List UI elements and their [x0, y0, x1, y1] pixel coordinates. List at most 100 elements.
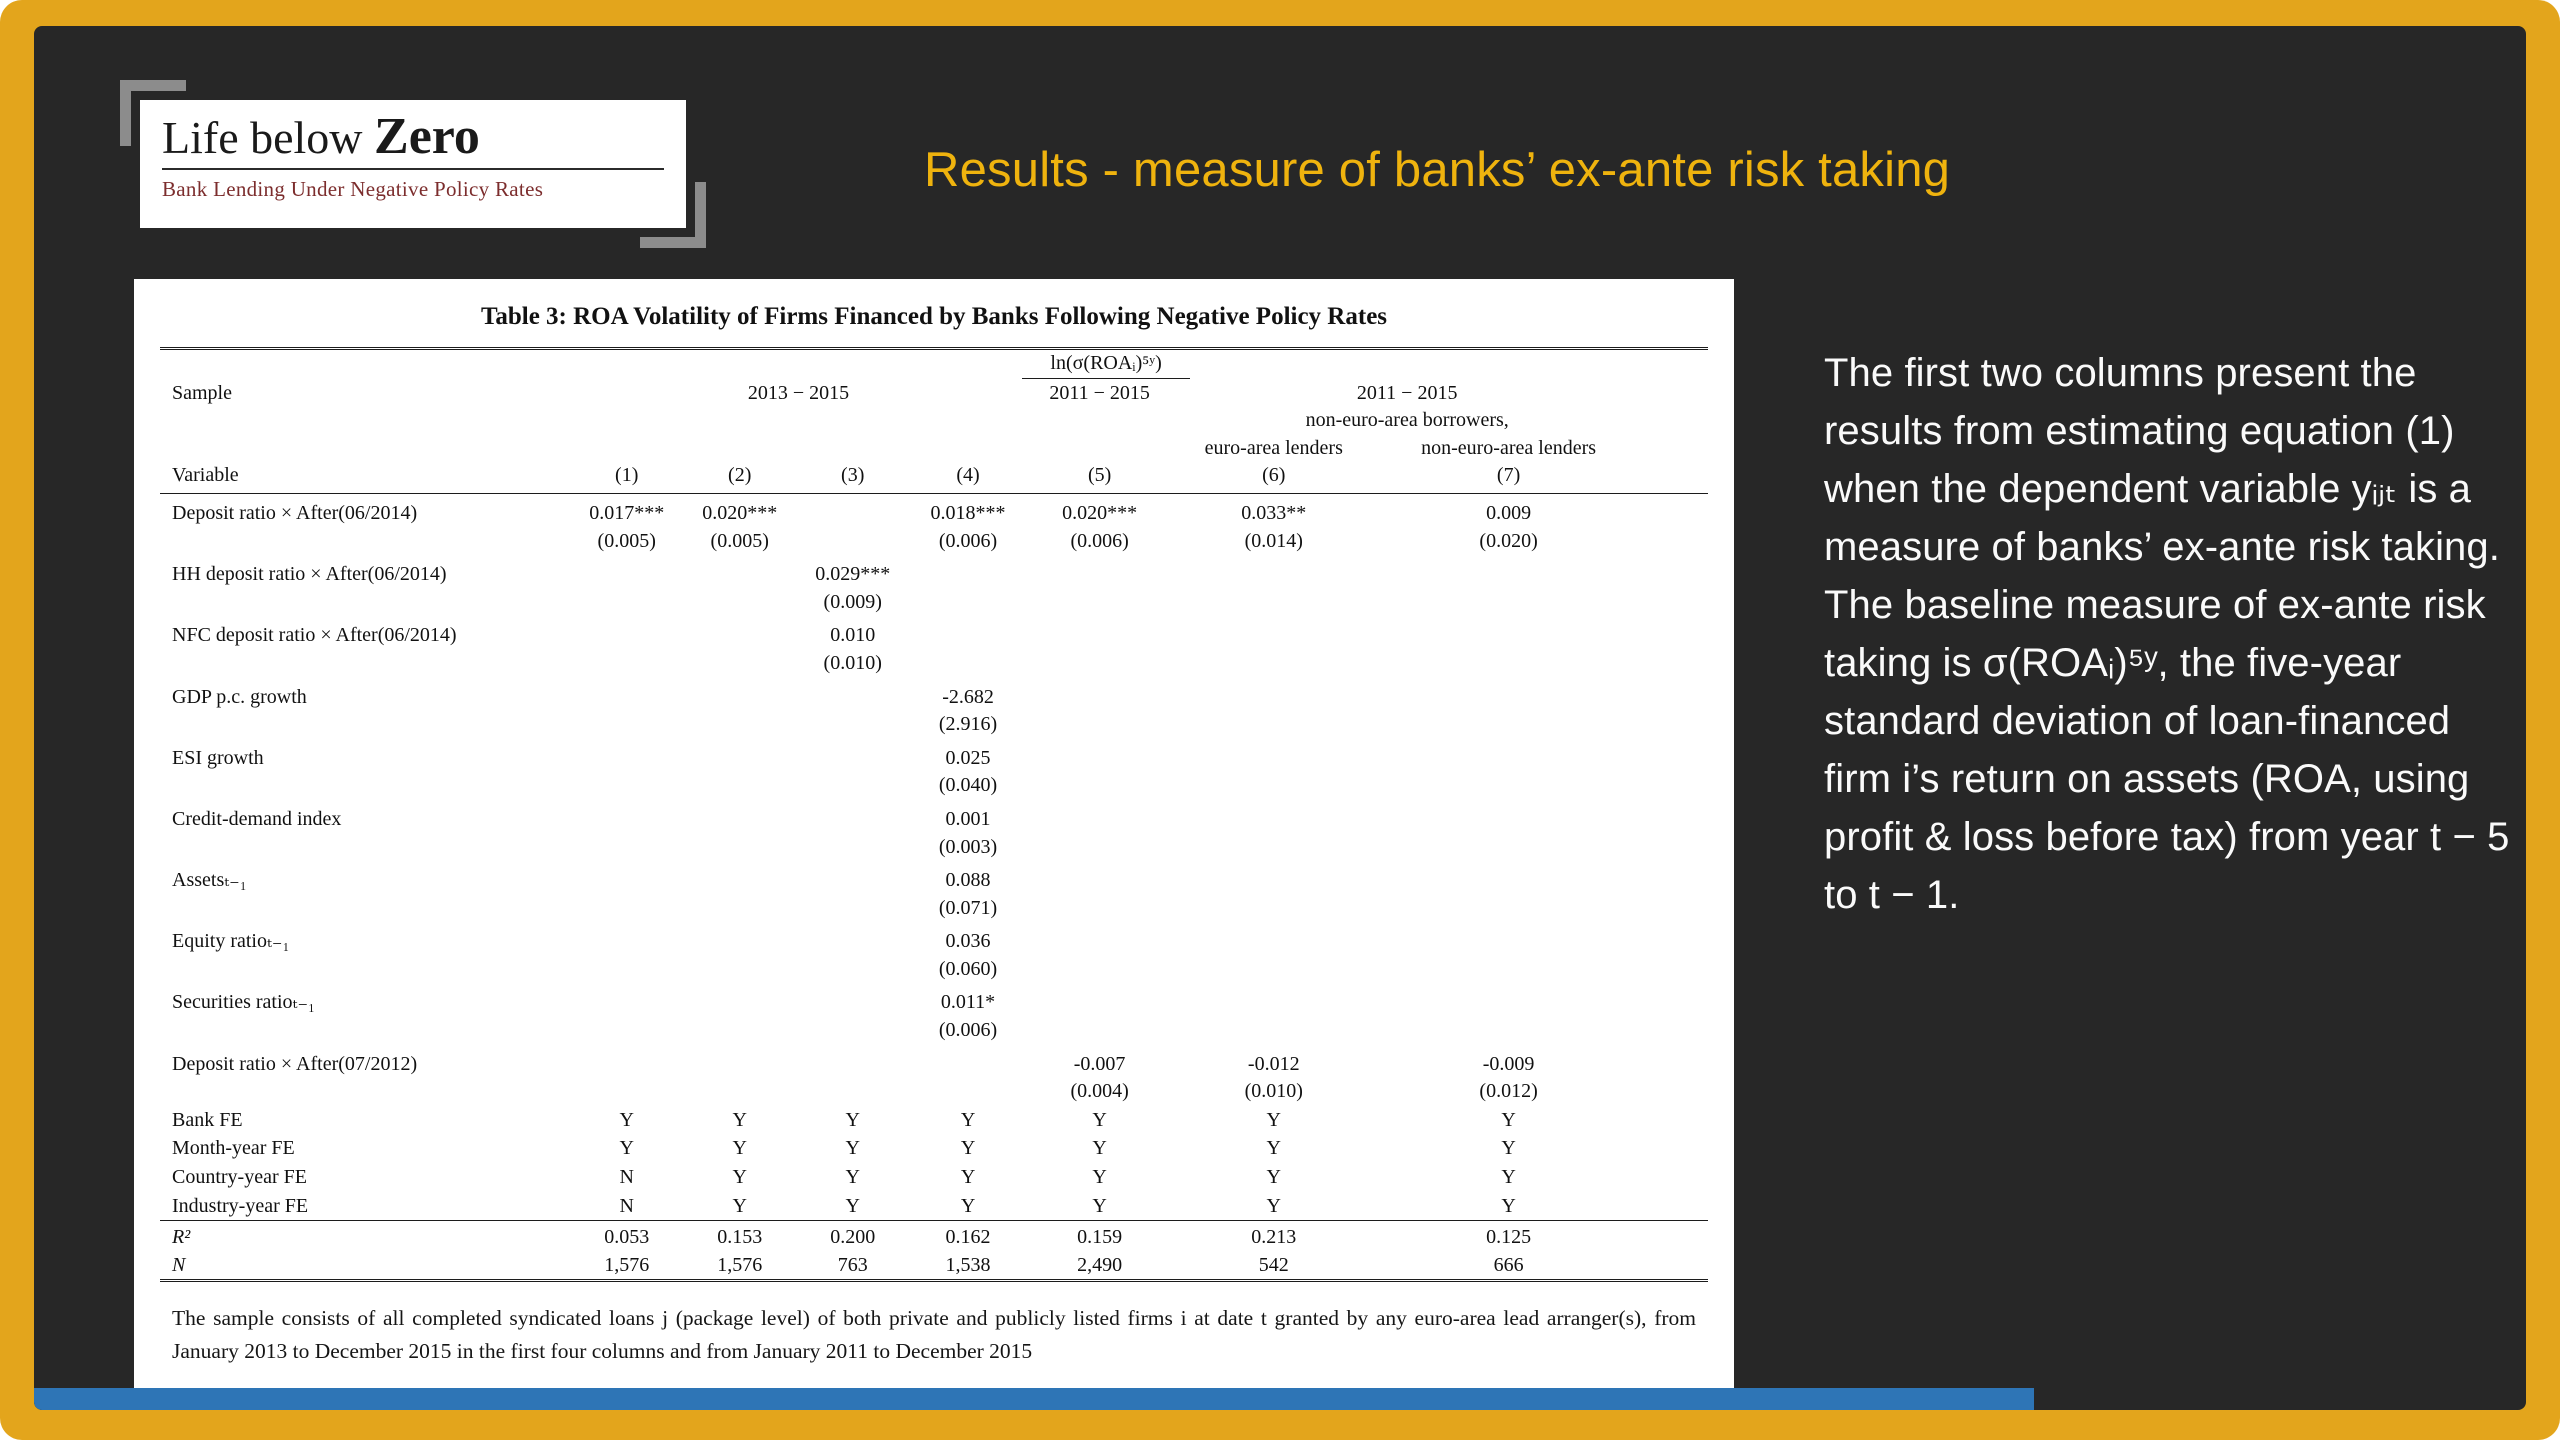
table-cell: (0.010) [823, 651, 882, 674]
table-footnote: The sample consists of all completed syn… [172, 1306, 1696, 1363]
table-cell: 0.011* [940, 991, 996, 1014]
table-cell [1027, 956, 1173, 984]
table-cell [160, 528, 570, 556]
table-cell: 0.010 [830, 624, 876, 647]
table-cell: (0.006) [938, 1019, 998, 1042]
column-numbers-row: Variable (1) (2) (3) (4) (5) (6) (7) [160, 462, 1708, 494]
table-cell: Y [619, 1108, 634, 1131]
table-cell [796, 834, 909, 862]
logo-title-regular: Life below [162, 112, 363, 163]
table-cell [796, 678, 909, 712]
table-cell: Y [845, 1108, 860, 1131]
table-panel: Table 3: ROA Volatility of Firms Finance… [134, 279, 1734, 1393]
table-cell: Month-year FE [172, 1137, 295, 1160]
table-cell [1172, 772, 1375, 800]
table-cell [796, 983, 909, 1017]
table-cell [160, 407, 570, 435]
table-cell: Y [732, 1137, 747, 1160]
table-cell: Y [732, 1166, 747, 1189]
table-cell [1027, 616, 1173, 650]
standard-error-row: (0.003) [160, 834, 1708, 862]
table-cell [1172, 739, 1375, 773]
table-cell: 0.033** [1241, 501, 1307, 524]
coefficient-row: Equity ratioₜ₋₁ 0.036 [160, 922, 1708, 956]
table-cell [570, 555, 683, 589]
table-cell: Y [960, 1108, 976, 1131]
standard-error-row: (0.006) [160, 1017, 1708, 1045]
table-cell [570, 861, 683, 895]
table-cell [1027, 650, 1173, 678]
table-cell: 0.009 [1486, 501, 1532, 524]
standard-error-row: (0.071) [160, 895, 1708, 923]
table-cell [1375, 922, 1708, 956]
table-caption-label: Table 3: [480, 303, 567, 330]
table-cell [1172, 800, 1375, 834]
table-cell [1172, 922, 1375, 956]
table-cell: (3) [796, 462, 910, 494]
table-cell [1172, 834, 1375, 862]
table-cell [570, 1078, 683, 1106]
table-cell [683, 956, 796, 984]
table-cell: 0.153 [683, 1220, 797, 1252]
table-cell [570, 711, 683, 739]
table-cell [1027, 739, 1173, 773]
table-cell: Country-year FE [172, 1166, 307, 1189]
table-cell: Y [1092, 1166, 1107, 1189]
standard-error-row: (0.009) [160, 589, 1708, 617]
logo-title-bold: Zero [374, 108, 480, 165]
logo: Life below Zero Bank Lending Under Negat… [120, 80, 706, 248]
table-cell: (5) [1026, 462, 1173, 494]
table-cell [1172, 555, 1375, 589]
table-cell: 0.125 [1375, 1220, 1708, 1252]
table-cell: Y [1501, 1166, 1516, 1189]
table-cell: R² [160, 1220, 571, 1252]
table-cell [796, 895, 909, 923]
table-cell [909, 650, 1027, 678]
table-cell [1375, 678, 1708, 712]
table-cell: (0.005) [710, 529, 769, 552]
table-cell: (0.009) [823, 590, 882, 613]
coefficient-row: Assetsₜ₋₁ 0.088 [160, 861, 1708, 895]
table-cell: Bank FE [172, 1108, 243, 1131]
table-cell: euro-area lenders [1204, 436, 1343, 459]
fixed-effects-row: Country-year FE N Y Y Y Y Y Y [160, 1163, 1708, 1192]
table-cell: Y [1501, 1108, 1516, 1131]
table-cell [570, 800, 683, 834]
table-cell [683, 739, 796, 773]
subgroup-label-row: euro-area lenders non-euro-area lenders [160, 435, 1708, 463]
table-cell [796, 493, 909, 527]
table-cell [683, 1045, 796, 1079]
table-cell [1375, 711, 1708, 739]
table-cell: (0.006) [1070, 529, 1129, 552]
table-cell [683, 861, 796, 895]
table-cell: 0.159 [1026, 1220, 1173, 1252]
table-cell: (0.004) [1070, 1080, 1129, 1103]
fixed-effects-row: Bank FE Y Y Y Y Y Y Y [160, 1106, 1708, 1135]
table-cell [160, 895, 570, 923]
table-cell [160, 772, 570, 800]
fixed-effects-row: Industry-year FE N Y Y Y Y Y Y [160, 1192, 1708, 1221]
table-cell: Y [960, 1194, 976, 1217]
table-cell [1172, 956, 1375, 984]
table-cell [570, 407, 1172, 435]
table-cell [1172, 711, 1375, 739]
table-cell: (2.916) [938, 713, 998, 736]
standard-error-row: (0.060) [160, 956, 1708, 984]
table-cell [909, 1078, 1027, 1106]
table-cell: Y [845, 1194, 860, 1217]
commentary-text: The first two columns present the result… [1824, 351, 2510, 917]
table-cell: Y [732, 1108, 747, 1131]
table-cell: Securities ratioₜ₋₁ [172, 991, 315, 1014]
table-cell [160, 1017, 570, 1045]
table-cell [1027, 861, 1173, 895]
table-cell [160, 1078, 570, 1106]
table-cell [570, 895, 683, 923]
table-cell: Y [1501, 1137, 1516, 1160]
table-cell: 0.053 [570, 1220, 684, 1252]
table-cell: Credit-demand index [172, 807, 342, 830]
table-caption-text: ROA Volatility of Firms Financed by Bank… [573, 303, 1388, 330]
table-cell [683, 1017, 796, 1045]
table-cell: HH deposit ratio × After(06/2014) [172, 563, 447, 586]
table-cell: Y [732, 1194, 747, 1217]
table-cell [1027, 711, 1173, 739]
